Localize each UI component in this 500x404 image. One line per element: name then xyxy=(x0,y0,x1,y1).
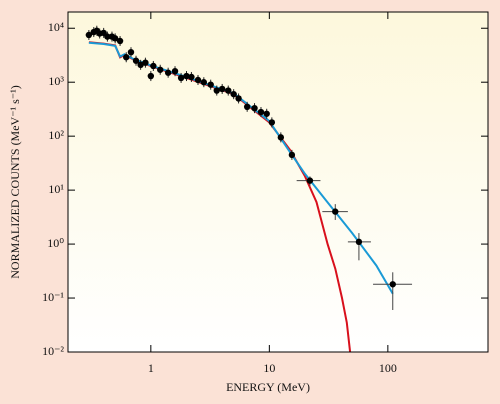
data-point xyxy=(235,95,242,102)
y-tick-label: 10² xyxy=(48,128,64,142)
x-axis-label: ENERGY (MeV) xyxy=(226,380,310,394)
y-tick-label: 10³ xyxy=(48,74,64,88)
plot-frame xyxy=(67,11,489,353)
data-point xyxy=(218,85,226,93)
data-point xyxy=(188,73,195,81)
y-axis-label: NORMALIZED COUNTS (MeV⁻¹ s⁻¹) xyxy=(8,85,22,279)
x-tick-label: 1 xyxy=(148,361,154,375)
data-point xyxy=(123,54,130,61)
data-point xyxy=(104,33,111,40)
data-point xyxy=(230,90,237,98)
data-point xyxy=(194,76,202,84)
y-tick-label: 10⁻² xyxy=(42,344,64,358)
data-point xyxy=(389,281,396,288)
plot-content xyxy=(85,25,413,352)
data-point xyxy=(85,31,93,39)
data-point xyxy=(288,151,296,159)
data-point xyxy=(164,69,172,76)
data-point xyxy=(137,61,144,69)
x-tick-label: 10 xyxy=(263,361,275,375)
data-point xyxy=(127,48,135,56)
data-point xyxy=(150,62,157,70)
data-point xyxy=(147,72,155,80)
data-point xyxy=(116,37,124,45)
data-point xyxy=(355,238,363,246)
data-point xyxy=(251,104,258,112)
data-point xyxy=(200,79,208,86)
data-point xyxy=(243,103,251,111)
data-point xyxy=(277,134,285,141)
x-tick-label: 100 xyxy=(379,361,397,375)
data-point xyxy=(132,57,140,64)
data-point xyxy=(225,87,232,94)
data-point xyxy=(207,81,214,88)
data-point xyxy=(263,110,270,117)
data-point xyxy=(213,87,220,94)
data-point xyxy=(157,66,164,73)
y-tick-label: 10⁰ xyxy=(47,236,64,250)
y-tick-label: 10⁴ xyxy=(48,20,64,34)
y-tick-label: 10¹ xyxy=(48,182,64,196)
data-point xyxy=(332,208,339,215)
data-point xyxy=(183,72,190,80)
data-point xyxy=(306,177,314,184)
data-point xyxy=(268,119,276,126)
plot-area xyxy=(68,12,488,352)
data-point xyxy=(177,74,185,82)
data-point xyxy=(142,59,149,66)
data-point xyxy=(111,35,119,42)
data-point xyxy=(257,108,265,116)
data-point xyxy=(171,67,179,75)
y-tick-label: 10⁻¹ xyxy=(42,290,64,304)
